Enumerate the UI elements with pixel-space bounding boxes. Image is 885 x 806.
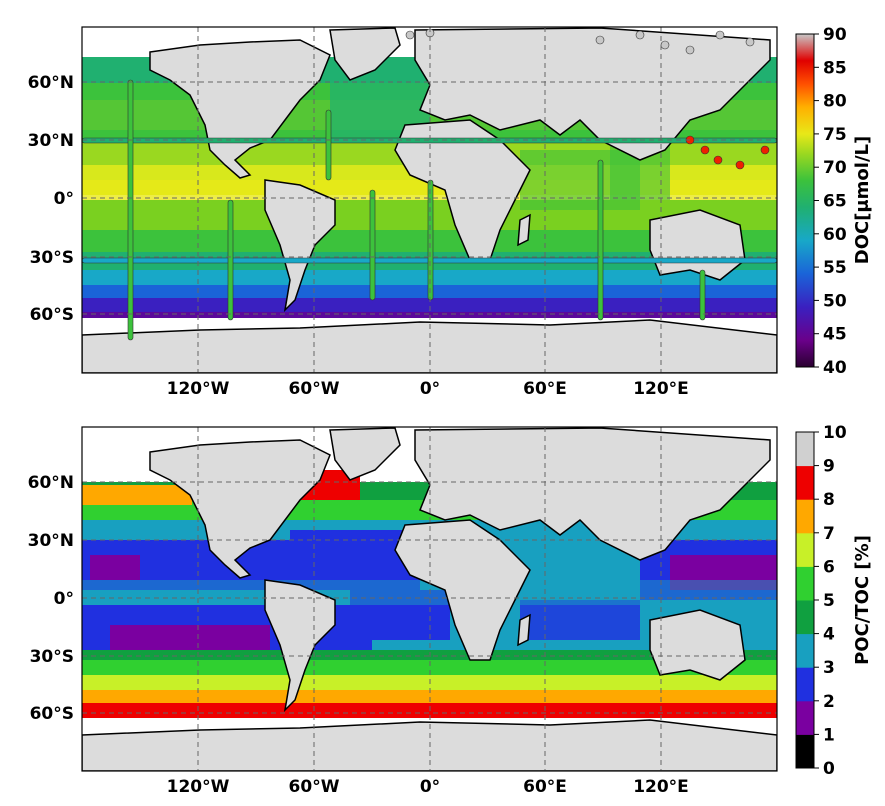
poc-toc-colorbar-tick-label: 10	[823, 423, 847, 443]
doc-lat-tick-30s: 30°S	[30, 248, 74, 268]
poc-toc-colorbar-tick-label: 2	[823, 692, 835, 712]
poc-lat-tick-60n: 60°N	[28, 473, 74, 493]
north-america-land	[149, 39, 331, 179]
poc-lat-tick-60s: 60°S	[30, 704, 74, 724]
poc-lon-tick-60w: 60°W	[289, 777, 340, 797]
poc-toc-colorbar-tick-label: 9	[823, 457, 835, 477]
madagascar-land	[517, 613, 531, 647]
doc-colorbar-tick-label: 50	[823, 291, 847, 311]
doc-lat-tick-60n: 60°N	[28, 73, 74, 93]
poc-toc-colorbar-blocks	[796, 432, 814, 769]
poc-lat-tick-30n: 30°N	[28, 531, 74, 551]
poc-toc-colorbar-tick-label: 6	[823, 557, 835, 577]
eurasia-land	[414, 427, 771, 561]
doc-colorbar-tick-label: 80	[823, 92, 847, 112]
australia-land	[649, 609, 746, 681]
poc-lat-tick-0: 0°	[54, 589, 74, 609]
doc-colorbar-tick-label: 60	[823, 225, 847, 245]
doc-lat-tick-0: 0°	[54, 189, 74, 209]
doc-colorbar-title: DOC[μmol/L]	[852, 136, 873, 265]
poc-toc-colorbar-tick-label: 5	[823, 591, 835, 611]
poc-toc-colorbar-class-9	[796, 432, 814, 467]
eurasia-land	[414, 27, 771, 161]
poc-toc-colorbar-tick-label: 8	[823, 490, 835, 510]
greenland-land	[329, 427, 401, 481]
poc-toc-map-panel: 120°W 60°W 0° 60°E 120°E 60°N 30°N 0° 30…	[28, 423, 873, 797]
poc-toc-colorbar-class-2	[796, 667, 814, 702]
poc-lon-tick-60e: 60°E	[523, 777, 567, 797]
doc-lat-tick-60s: 60°S	[30, 305, 74, 325]
poc-lon-tick-120w: 120°W	[167, 777, 230, 797]
doc-lon-tick-0: 0°	[420, 379, 440, 399]
poc-toc-colorbar-class-6	[796, 532, 814, 567]
poc-toc-gridlines	[82, 427, 777, 771]
doc-map-frame	[81, 26, 778, 374]
poc-toc-colorbar-tick-label: 1	[823, 725, 835, 745]
doc-land	[82, 27, 777, 373]
doc-lon-tick-120e: 120°E	[633, 379, 689, 399]
poc-toc-colorbar-tick-label: 3	[823, 658, 835, 678]
doc-colorbar-tick-label: 70	[823, 158, 847, 178]
poc-toc-colorbar-tick-label: 0	[823, 759, 835, 779]
poc-toc-colorbar-tick-label: 7	[823, 524, 835, 544]
doc-gridlines	[82, 27, 777, 373]
north-america-land	[149, 439, 331, 579]
poc-toc-colorbar-tick-label: 4	[823, 625, 835, 645]
doc-colorbar-tick-label: 65	[823, 192, 847, 212]
doc-colorbar-gradient	[795, 33, 815, 368]
poc-toc-colorbar-class-8	[796, 465, 814, 500]
greenland-land	[329, 27, 401, 81]
doc-map-panel: 120°W 60°W 0° 60°E 120°E 60°N 30°N 0° 30…	[28, 25, 873, 399]
doc-colorbar-tick-label: 40	[823, 358, 847, 378]
poc-toc-colorbar-ticks: 0 1 2 3 4 5 6 7 8 9 10	[814, 423, 847, 779]
track-meridional	[127, 79, 706, 341]
poc-lon-tick-0: 0°	[420, 777, 440, 797]
doc-colorbar-tick-label: 55	[823, 258, 847, 278]
doc-colorbar-tick-label: 75	[823, 125, 847, 145]
doc-lon-tick-60w: 60°W	[289, 379, 340, 399]
madagascar-land	[517, 213, 531, 247]
track-highlat	[405, 28, 755, 55]
doc-lon-tick-60e: 60°E	[523, 379, 567, 399]
poc-toc-map-frame	[81, 426, 778, 772]
poc-toc-colorbar-class-0	[796, 734, 814, 769]
doc-colorbar-tick-label: 90	[823, 25, 847, 45]
doc-colorbar-tick-label: 85	[823, 58, 847, 78]
poc-toc-colorbar-class-7	[796, 499, 814, 534]
poc-toc-colorbar-title: POC/TOC [%]	[852, 535, 873, 665]
poc-lat-tick-30s: 30°S	[30, 647, 74, 667]
doc-colorbar-tick-label: 45	[823, 325, 847, 345]
poc-toc-colorbar: 0 1 2 3 4 5 6 7 8 9 10 POC/TOC [%]	[795, 423, 873, 779]
doc-lat-tick-30n: 30°N	[28, 131, 74, 151]
poc-toc-colorbar-class-1	[796, 700, 814, 735]
poc-toc-land	[82, 427, 777, 771]
doc-lon-tick-120w: 120°W	[167, 379, 230, 399]
doc-colorbar: 40 45 50 55 60 65 70 75 80 85 90 DOC[μmol/L]	[795, 25, 873, 378]
poc-lon-tick-120e: 120°E	[633, 777, 689, 797]
poc-toc-colorbar-class-4	[796, 600, 814, 635]
doc-colorbar-ticks: 40 45 50 55 60 65 70 75 80 85 90	[814, 25, 847, 378]
poc-toc-colorbar-class-3	[796, 633, 814, 668]
poc-toc-colorbar-class-5	[796, 566, 814, 601]
